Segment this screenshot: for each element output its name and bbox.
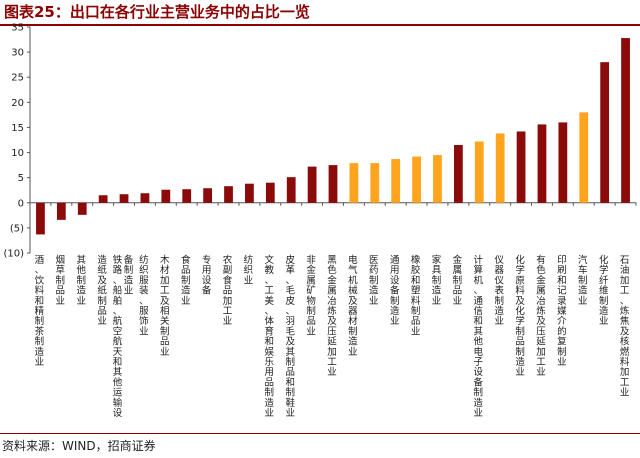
category-label: 烟草制品业: [56, 254, 66, 307]
category-label: 化学原料及化学制品制造业: [515, 254, 525, 378]
category-label: 食品制造业: [181, 254, 191, 307]
category-label: 其他制造业: [76, 255, 86, 307]
bar: [453, 145, 463, 203]
bar: [391, 159, 401, 203]
category-label: 医药制造业: [369, 255, 379, 307]
y-tick-label: (5): [10, 223, 24, 234]
bar: [328, 165, 338, 203]
chart-axes: (10) (5) 0 5 10 15 20 25 30 35: [3, 23, 637, 260]
category-label: 橡胶和塑料制品业: [411, 254, 421, 337]
category-label: 化学纤维制造业: [599, 254, 609, 327]
y-tick-label: 0: [18, 198, 24, 209]
category-label: 金属制品业: [453, 254, 463, 307]
bar: [307, 166, 317, 203]
category-label: 文教、工美、体育和娱乐用品制造业: [265, 254, 275, 419]
title-bar: 图表25：出口在各行业主营业务中的占比一览: [0, 0, 640, 22]
bar: [36, 202, 45, 235]
bar: [98, 195, 108, 203]
bar: [77, 202, 87, 215]
category-label: 通用设备制造业: [390, 255, 400, 327]
category-label: 有色金属冶炼及压延加工业: [536, 254, 546, 378]
category-label: 黑色金属冶炼及压延加工业: [327, 255, 337, 378]
category-label: 汽车制造业: [578, 254, 588, 307]
bar: [370, 163, 380, 203]
category-label: 计算机、通信和其他电子设备制造业: [474, 254, 484, 419]
category-label: 皮革、毛皮、羽毛及其制品和制鞋业: [285, 254, 295, 419]
source-note: 资料来源：WIND，招商证券: [2, 439, 156, 453]
y-tick-label: 5: [18, 173, 24, 184]
category-label: 仪器仪表制造业: [494, 255, 504, 327]
category-label: 酒、饮料和精制茶制造业: [35, 255, 45, 368]
category-label: 纺织业: [244, 254, 254, 286]
bar: [161, 189, 171, 203]
bar: [182, 189, 192, 203]
category-label: 铁路、船舶、航空航天和其他运输设备制造业: [113, 254, 134, 419]
y-tick-label: 10: [11, 148, 24, 159]
category-label: 电气机械及器材制造业: [348, 254, 358, 358]
bar: [56, 202, 66, 220]
category-label: 非金属矿物制品业: [306, 254, 316, 337]
category-label: 农副食品加工业: [223, 254, 233, 327]
bar: [349, 163, 359, 203]
bar: [203, 188, 213, 203]
category-label: 石油加工、炼焦及核燃料加工业: [620, 255, 630, 399]
bar: [286, 177, 296, 203]
bar: [600, 62, 610, 203]
y-tick-label: 25: [11, 73, 24, 84]
bar: [119, 194, 129, 203]
source-rule: [0, 433, 640, 434]
bar: [412, 156, 421, 203]
bar: [265, 182, 275, 203]
category-label: 木材加工及相关制品业: [160, 254, 170, 358]
y-tick-label: 35: [11, 23, 24, 34]
y-tick-label: 20: [11, 98, 24, 109]
bar: [245, 183, 254, 203]
bar: [495, 133, 505, 203]
title-rule: [0, 24, 640, 26]
chart-bars: [36, 38, 630, 235]
bar: [579, 112, 589, 203]
y-tick-label: 30: [11, 48, 24, 59]
category-label: 家具制造业: [432, 254, 442, 307]
category-label: 纺织服装、服饰业: [139, 254, 149, 337]
bar: [558, 122, 568, 203]
bar: [474, 141, 484, 203]
bar: [224, 186, 233, 203]
y-tick-label: 15: [11, 123, 24, 134]
category-label: 专用设备: [202, 254, 212, 297]
bar: [516, 131, 526, 203]
category-label: 印刷和记录媒介的复制业: [557, 254, 567, 368]
bar: [537, 124, 547, 203]
category-label: 造纸及纸制品业: [97, 254, 107, 327]
bar: [621, 38, 630, 203]
bar: [433, 155, 442, 203]
y-tick-label: (10): [3, 249, 24, 260]
bar: [140, 193, 150, 203]
chart-title: 图表25：出口在各行业主营业务中的占比一览: [4, 3, 310, 21]
